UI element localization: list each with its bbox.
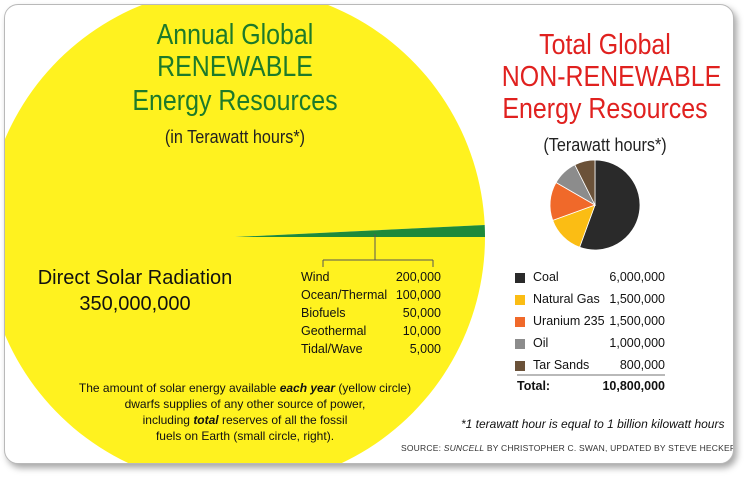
renewable-note: The amount of solar energy available eac… <box>45 380 445 444</box>
legend-label: Natural Gas <box>533 292 600 306</box>
legend-swatch <box>515 361 525 371</box>
nonrenewable-total-label: Total: <box>517 379 551 393</box>
nonrenewable-title-line-3: Energy Resources <box>502 93 708 125</box>
solar-label: Direct Solar Radiation <box>37 267 233 289</box>
legend-label: Coal <box>533 270 559 284</box>
renewable-row-value: 200,000 <box>395 270 441 284</box>
legend-swatch <box>515 339 525 349</box>
renewable-row-label: Tidal/Wave <box>301 342 363 356</box>
renewable-title-line-3: Energy Resources <box>132 85 338 117</box>
legend-value: 1,000,000 <box>609 336 665 350</box>
nonrenewable-title-line-2: NON-RENEWABLE <box>501 61 722 93</box>
slice-coal <box>579 159 641 251</box>
legend-value: 1,500,000 <box>609 314 665 328</box>
renewable-subtitle: (in Terawatt hours*) <box>164 127 306 147</box>
renewable-row-label: Wind <box>301 270 330 284</box>
renewable-row-label: Ocean/Thermal <box>301 288 388 302</box>
renewable-row-value: 50,000 <box>402 306 441 320</box>
slice-direct-solar-radiation <box>5 5 485 463</box>
note-line-4: fuels on Earth (small circle, right). <box>155 429 335 443</box>
legend-swatch <box>515 317 525 327</box>
renewable-row-label: Biofuels <box>301 306 346 320</box>
legend-value: 800,000 <box>619 358 665 372</box>
renewable-row-label: Geothermal <box>301 324 367 338</box>
legend-swatch <box>515 273 525 283</box>
renewable-row-value: 5,000 <box>409 342 441 356</box>
renewable-title-line-1: Annual Global <box>156 19 314 51</box>
note-line-1: The amount of solar energy available eac… <box>78 381 412 395</box>
figure-graphics <box>5 5 665 463</box>
slice-tar-sands <box>574 159 596 206</box>
nonrenewable-title-line-1: Total Global <box>539 29 671 61</box>
figure-card: Annual Global RENEWABLE Energy Resources… <box>4 4 734 464</box>
source-credit: SOURCE: SUNCELL BY CHRISTOPHER C. SWAN, … <box>401 443 734 453</box>
footnote: *1 terawatt hour is equal to 1 billion k… <box>461 417 725 431</box>
legend-swatch <box>515 295 525 305</box>
nonrenewable-total-value: 10,800,000 <box>602 379 665 393</box>
legend-label: Oil <box>533 336 549 350</box>
note-line-3: including total reserves of all the foss… <box>142 413 348 427</box>
slice-other-renewables <box>235 225 485 237</box>
nonrenewable-subtitle: (Terawatt hours*) <box>543 135 667 155</box>
legend-label: Uranium 235 <box>533 314 605 328</box>
renewable-row-value: 10,000 <box>402 324 441 338</box>
legend-label: Tar Sands <box>533 358 590 372</box>
legend-value: 1,500,000 <box>609 292 665 306</box>
legend-value: 6,000,000 <box>609 270 665 284</box>
renewable-row-value: 100,000 <box>395 288 441 302</box>
solar-value: 350,000,000 <box>79 293 191 315</box>
renewable-title-line-2: RENEWABLE <box>157 51 313 83</box>
note-line-2: dwarfs supplies of any other source of p… <box>124 397 366 411</box>
